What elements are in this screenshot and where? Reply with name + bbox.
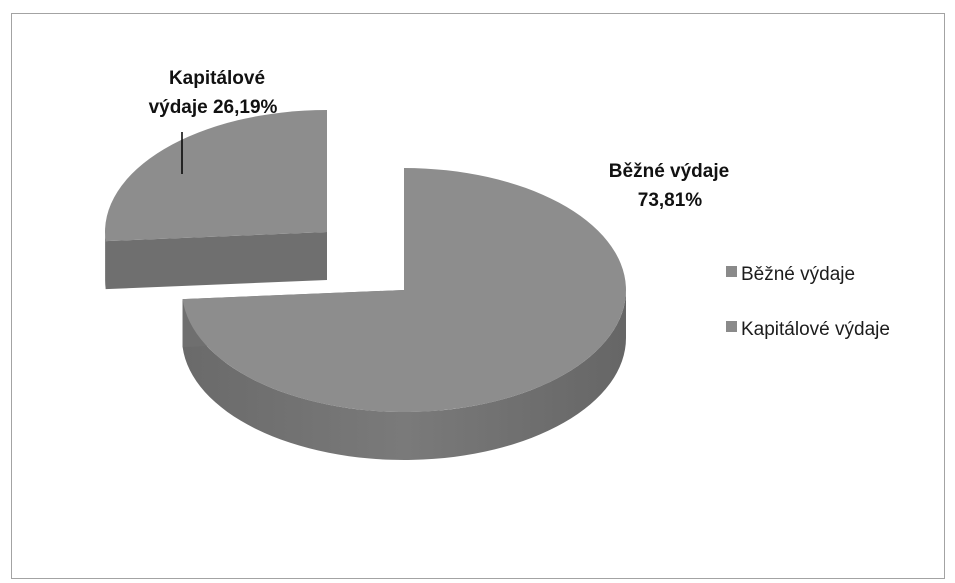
- slice-top-bezne: [182, 168, 626, 412]
- slice-label-bezne-line2: 73,81%: [638, 190, 703, 211]
- legend-marker-bezne: [726, 266, 737, 277]
- legend-marker-kapitalove: [726, 321, 737, 332]
- slice-label-kapitalove-line2: výdaje 26,19%: [149, 97, 278, 118]
- slice-label-bezne-line1: Běžné výdaje: [609, 161, 729, 182]
- slice-label-kapitalove-line1: Kapitálové: [169, 68, 265, 89]
- slice-top-kapitalove: [105, 110, 328, 242]
- slice-cut-face-kapitalove: [105, 232, 327, 290]
- chart-legend: Běžné výdaje Kapitálové výdaje: [726, 264, 890, 340]
- slice-side-kapitalove: [105, 232, 106, 290]
- legend-label-kapitalove: Kapitálové výdaje: [741, 319, 890, 340]
- legend-label-bezne: Běžné výdaje: [741, 264, 855, 285]
- slice-side-bezne: [182, 290, 627, 461]
